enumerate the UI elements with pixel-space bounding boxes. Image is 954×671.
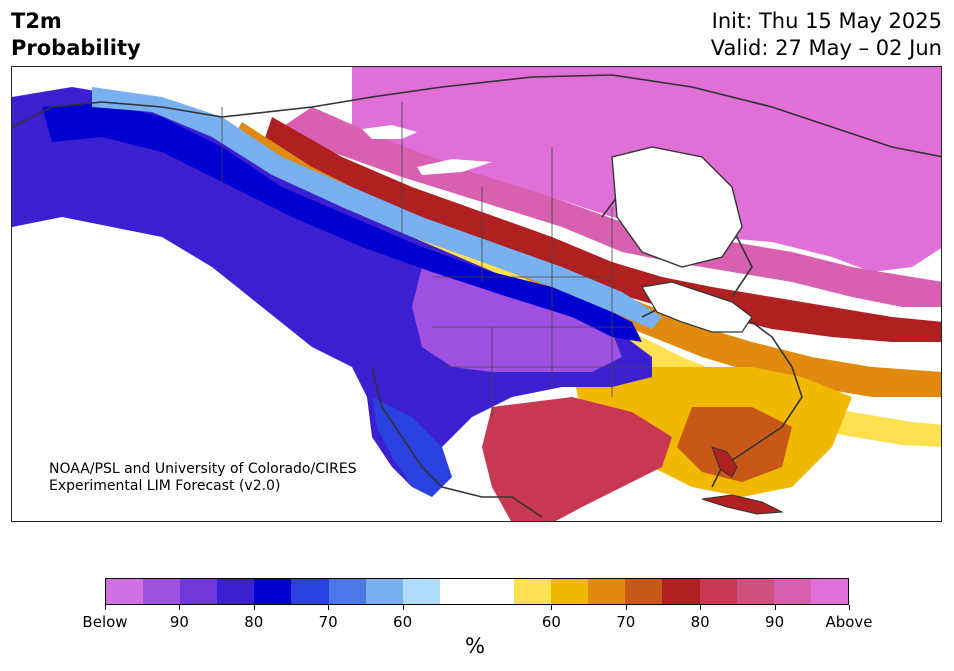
colorbar-segment	[551, 579, 589, 604]
colorbar-tick-label: 80	[244, 613, 264, 631]
colorbar-segment	[254, 579, 292, 604]
colorbar-tick-label: 60	[541, 613, 561, 631]
colorbar-tick-label: Above	[825, 613, 873, 631]
arctic-pink-2	[282, 107, 941, 307]
colorbar-tick-label: 90	[765, 613, 785, 631]
colorbar-tick-label: 90	[169, 613, 189, 631]
colorbar-segment	[773, 579, 811, 604]
north-america-map	[12, 67, 941, 521]
colorbar-segment	[810, 579, 848, 604]
colorbar-tick-mark	[700, 605, 702, 610]
colorbar-segment	[402, 579, 440, 604]
probability-map	[11, 66, 942, 522]
colorbar-unit-label: %	[465, 634, 485, 658]
colorbar-segment	[588, 579, 626, 604]
valid-period: Valid: 27 May – 02 Jun	[710, 36, 942, 60]
colorbar-segment	[217, 579, 255, 604]
colorbar-tick-label: 60	[393, 613, 413, 631]
colorbar-tick-label: 70	[318, 613, 338, 631]
great-bear-lake	[362, 125, 417, 139]
map-title: T2m Probability	[11, 8, 141, 62]
colorbar-tick-label: 70	[616, 613, 636, 631]
colorbar-segment	[699, 579, 737, 604]
colorbar-tick-mark	[328, 605, 330, 610]
colorbar-segment	[328, 579, 366, 604]
colorbar-segment	[476, 579, 515, 604]
colorbar-tick-mark	[625, 605, 627, 610]
cuba	[701, 494, 784, 515]
colorbar-segment	[365, 579, 403, 604]
colorbar-segment	[143, 579, 181, 604]
credit-line-1: NOAA/PSL and University of Colorado/CIRE…	[49, 461, 357, 477]
colorbar-tick-mark	[774, 605, 776, 610]
colorbar-segment	[514, 579, 552, 604]
gulf-red-region	[482, 397, 672, 521]
pacific-deep-blue	[42, 102, 642, 342]
colorbar-tick-mark	[551, 605, 553, 610]
colorbar-tick-mark	[849, 605, 850, 610]
central-purple-region	[412, 267, 622, 372]
colorbar-segment	[106, 579, 144, 604]
colorbar-segment	[291, 579, 329, 604]
credit-line-2: Experimental LIM Forecast (v2.0)	[49, 478, 281, 494]
title-line-1: T2m	[11, 9, 62, 33]
colorbar	[105, 578, 849, 605]
colorbar-tick-mark	[105, 605, 106, 610]
colorbar-segment	[180, 579, 218, 604]
forecast-dates: Init: Thu 15 May 2025 Valid: 27 May – 02…	[711, 8, 942, 62]
colorbar-segment	[439, 579, 477, 604]
colorbar-tick-mark	[253, 605, 255, 610]
florida	[711, 446, 738, 478]
great-lakes	[641, 281, 753, 333]
colorbar-tick-label: 80	[690, 613, 710, 631]
title-line-2: Probability	[11, 36, 141, 60]
colorbar-segment	[625, 579, 663, 604]
southeast-red	[677, 407, 792, 482]
great-slave-lake	[417, 159, 492, 175]
colorbar-tick-label: Below	[82, 613, 128, 631]
colorbar-segment	[736, 579, 774, 604]
colorbar-tick-mark	[179, 605, 181, 610]
colorbar-segment	[662, 579, 700, 604]
red-band	[262, 117, 941, 342]
colorbar-tick-mark	[402, 605, 404, 610]
credit-text: NOAA/PSL and University of Colorado/CIRE…	[49, 461, 357, 495]
admin-borders	[221, 102, 652, 417]
init-date: Init: Thu 15 May 2025	[711, 9, 942, 33]
orange-band	[227, 122, 941, 397]
light-blue-fringe	[92, 87, 662, 329]
hudson-bay	[611, 146, 743, 268]
